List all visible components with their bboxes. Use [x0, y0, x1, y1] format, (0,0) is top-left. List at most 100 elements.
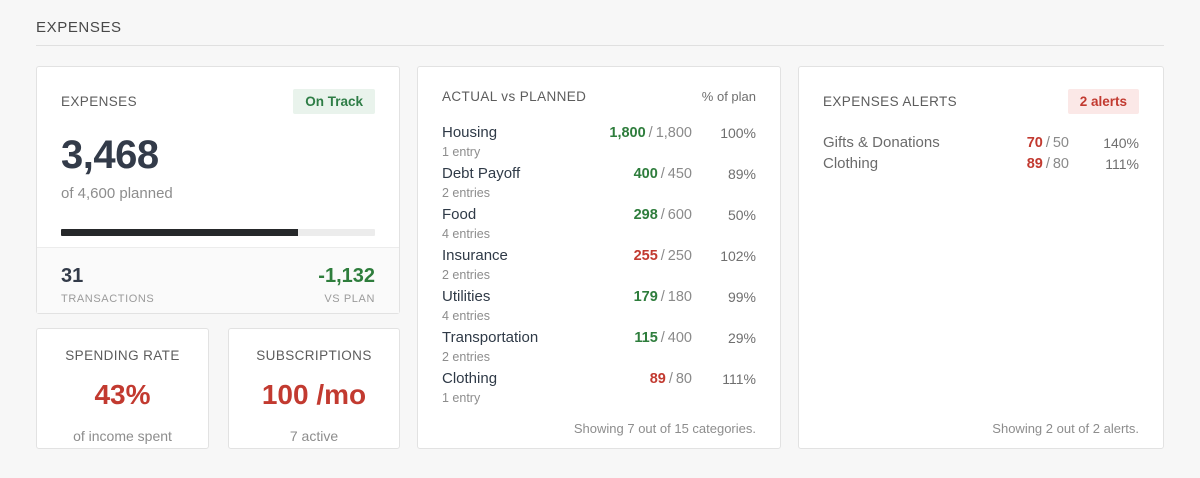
- planned-value: 450: [667, 166, 692, 182]
- category-values: 298/600: [634, 205, 692, 225]
- category-name: Debt Payoff: [442, 165, 521, 182]
- alert-values: 70/50: [1027, 133, 1069, 153]
- category-row: Food 4 entries 298/600 50%: [442, 205, 756, 243]
- value-separator: /: [1045, 156, 1050, 172]
- actual-value: 400: [633, 166, 658, 182]
- alert-category-name: Clothing: [823, 155, 879, 172]
- planned-value: 50: [1052, 135, 1069, 151]
- alert-row: Clothing 89/80 111%: [823, 154, 1139, 174]
- value-separator: /: [660, 289, 665, 305]
- progress-fill: [61, 229, 298, 236]
- total-expenses-value: 3,468: [61, 133, 159, 177]
- category-values: 115/400: [634, 328, 692, 348]
- category-name-block: Insurance 2 entries: [442, 246, 634, 284]
- dashboard-cards: EXPENSES On Track 3,468 of 4,600 planned…: [36, 66, 1164, 449]
- planned-subtitle: of 4,600 planned: [61, 185, 173, 202]
- category-row: Housing 1 entry 1,800/1,800 100%: [442, 123, 756, 161]
- actual-value: 89: [1026, 156, 1043, 172]
- value-separator: /: [660, 248, 665, 264]
- spending-rate-card: SPENDING RATE 43% of income spent: [36, 328, 209, 449]
- actual-value: 115: [634, 330, 658, 346]
- subscriptions-card: SUBSCRIPTIONS 100 /mo 7 active: [228, 328, 400, 449]
- category-entries: 4 entries: [442, 309, 490, 323]
- category-name: Utilities: [442, 288, 491, 305]
- value-separator: /: [660, 207, 665, 223]
- alerts-list: Gifts & Donations 70/50 140% Clothing 89…: [823, 133, 1139, 415]
- status-badge: On Track: [293, 89, 375, 114]
- category-entries: 1 entry: [442, 391, 481, 405]
- pct-of-plan-value: 29%: [727, 330, 756, 346]
- category-entries: 4 entries: [442, 227, 490, 241]
- pct-of-plan-value: 111%: [722, 371, 756, 387]
- planned-value: 600: [667, 207, 692, 223]
- summary-card-head: EXPENSES On Track: [61, 89, 375, 114]
- actual-value: 89: [649, 371, 666, 387]
- mini-cards-row: SPENDING RATE 43% of income spent SUBSCR…: [36, 328, 400, 449]
- category-name-block: Debt Payoff 2 entries: [442, 164, 634, 202]
- page-title: EXPENSES: [36, 19, 122, 36]
- category-list: Housing 1 entry 1,800/1,800 100% Debt Pa…: [442, 123, 756, 415]
- category-entries: 2 entries: [442, 268, 490, 282]
- spending-rate-title: SPENDING RATE: [65, 348, 180, 363]
- expenses-page: EXPENSES EXPENSES On Track 3,468 of 4,60…: [36, 0, 1164, 449]
- actual-value: 1,800: [609, 125, 646, 141]
- actual-value: 70: [1026, 135, 1043, 151]
- category-values: 400/450: [634, 164, 692, 184]
- vs-plan-value: -1,132: [318, 265, 375, 287]
- category-name: Food: [442, 206, 477, 223]
- expenses-progress-bar: [61, 229, 375, 236]
- spending-rate-caption: of income spent: [73, 428, 172, 444]
- category-name-block: Utilities 4 entries: [442, 287, 634, 325]
- pct-of-plan-value: 89%: [727, 166, 756, 182]
- category-row: Debt Payoff 2 entries 400/450 89%: [442, 164, 756, 202]
- category-entries: 2 entries: [442, 350, 490, 364]
- category-name: Housing: [442, 124, 498, 141]
- alert-row: Gifts & Donations 70/50 140%: [823, 133, 1139, 153]
- category-row: Clothing 1 entry 89/80 111%: [442, 369, 756, 407]
- pct-of-plan-value: 140%: [1103, 135, 1139, 151]
- category-values: 255/250: [634, 246, 692, 266]
- transactions-value: 31: [61, 265, 84, 287]
- alerts-count-badge: 2 alerts: [1067, 89, 1139, 114]
- category-name-block: Transportation 2 entries: [442, 328, 634, 366]
- value-separator: /: [660, 166, 665, 182]
- alerts-footer: Showing 2 out of 2 alerts.: [992, 421, 1139, 436]
- avp-card-head: ACTUAL vs PLANNED % of plan: [442, 89, 756, 104]
- transactions-stat: 31 TRANSACTIONS: [61, 265, 154, 313]
- category-name-block: Clothing 1 entry: [442, 369, 650, 407]
- pct-of-plan-value: 99%: [727, 289, 756, 305]
- avp-card-title: ACTUAL vs PLANNED: [442, 89, 587, 104]
- expenses-summary-card: EXPENSES On Track 3,468 of 4,600 planned…: [36, 66, 400, 314]
- category-name: Insurance: [442, 247, 508, 264]
- right-column: EXPENSES ALERTS 2 alerts Gifts & Donatio…: [798, 66, 1164, 449]
- category-name: Clothing: [442, 370, 498, 387]
- planned-value: 400: [667, 330, 692, 346]
- summary-card-title: EXPENSES: [61, 94, 137, 109]
- subscriptions-title: SUBSCRIPTIONS: [256, 348, 372, 363]
- pct-of-plan-value: 50%: [727, 207, 756, 223]
- pct-of-plan-header: % of plan: [701, 89, 756, 104]
- alerts-card-title: EXPENSES ALERTS: [823, 94, 958, 109]
- category-row: Utilities 4 entries 179/180 99%: [442, 287, 756, 325]
- summary-stats-footer: 31 TRANSACTIONS -1,132 VS PLAN: [37, 247, 399, 313]
- category-name: Transportation: [442, 329, 539, 346]
- summary-top: EXPENSES On Track 3,468 of 4,600 planned: [37, 67, 399, 247]
- actual-value: 179: [633, 289, 658, 305]
- alert-category-name: Gifts & Donations: [823, 134, 940, 151]
- category-row: Insurance 2 entries 255/250 102%: [442, 246, 756, 284]
- vs-plan-stat: -1,132 VS PLAN: [318, 265, 375, 313]
- pct-of-plan-value: 111%: [1105, 156, 1139, 172]
- page-header: EXPENSES: [36, 0, 1164, 46]
- planned-value: 80: [1052, 156, 1069, 172]
- vs-plan-label: VS PLAN: [324, 293, 375, 305]
- value-separator: /: [668, 371, 673, 387]
- category-values: 179/180: [634, 287, 692, 307]
- category-values: 89/80: [650, 369, 692, 389]
- left-column: EXPENSES On Track 3,468 of 4,600 planned…: [36, 66, 400, 449]
- transactions-label: TRANSACTIONS: [61, 293, 155, 305]
- planned-value: 180: [667, 289, 692, 305]
- actual-value: 298: [633, 207, 658, 223]
- value-separator: /: [648, 125, 653, 141]
- category-entries: 1 entry: [442, 145, 481, 159]
- value-separator: /: [1045, 135, 1050, 151]
